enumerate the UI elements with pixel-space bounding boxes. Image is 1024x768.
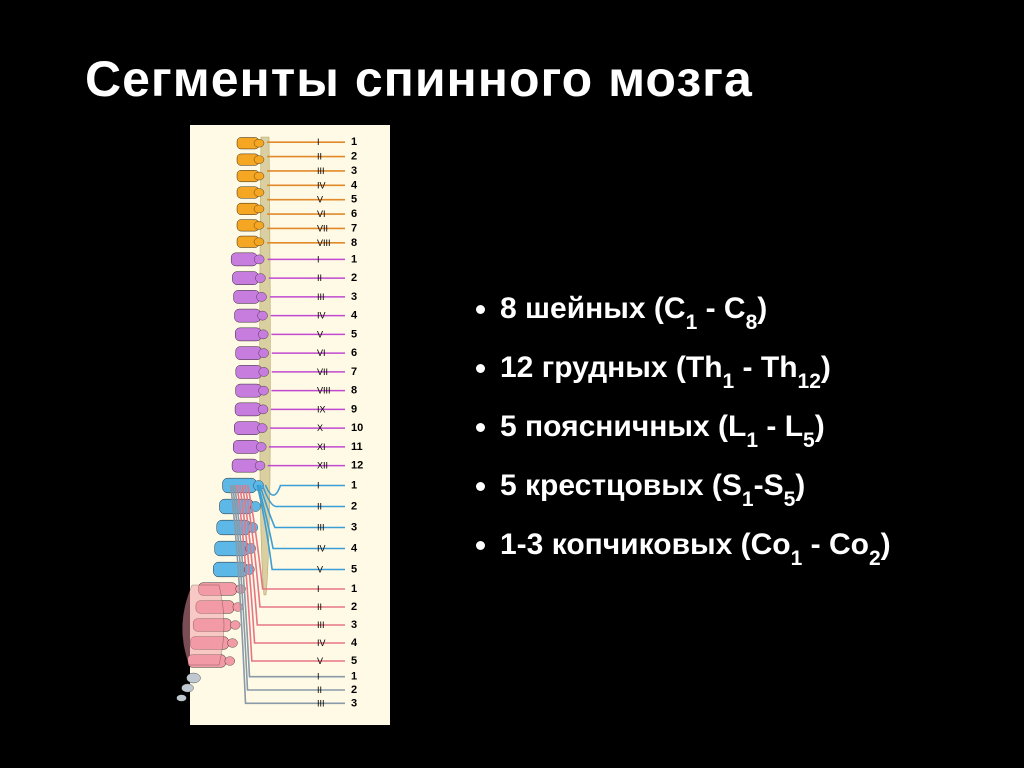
svg-text:V: V [317, 329, 323, 339]
svg-text:6: 6 [351, 347, 357, 359]
svg-text:3: 3 [351, 291, 357, 303]
svg-text:1: 1 [351, 136, 357, 148]
svg-text:6: 6 [351, 208, 357, 220]
segment-range: (C1 - C8) [654, 292, 767, 325]
svg-text:XI: XI [317, 442, 326, 452]
svg-text:III: III [317, 166, 325, 176]
svg-text:IV: IV [317, 544, 326, 554]
segment-text: 5 поясничных [500, 410, 710, 443]
segment-range: (S1-S5) [712, 469, 805, 502]
svg-text:VI: VI [317, 209, 326, 219]
svg-text:IV: IV [317, 638, 326, 648]
svg-text:IV: IV [317, 311, 326, 321]
svg-text:I: I [317, 481, 320, 491]
segment-text: 5 крестцовых [500, 469, 704, 502]
svg-text:4: 4 [351, 310, 358, 322]
svg-text:I: I [317, 584, 320, 594]
svg-text:1: 1 [351, 253, 357, 265]
segment-list-item: 1-3 копчиковых (Co1 - Co2) [500, 516, 1010, 575]
svg-text:III: III [317, 698, 325, 708]
segment-range: (L1 - L5) [718, 410, 825, 443]
svg-text:VI: VI [317, 348, 326, 358]
svg-text:III: III [317, 292, 325, 302]
svg-text:I: I [317, 137, 320, 147]
svg-text:4: 4 [351, 637, 358, 649]
svg-text:VIII: VIII [317, 386, 331, 396]
svg-text:III: III [317, 523, 325, 533]
svg-text:4: 4 [351, 543, 358, 555]
svg-text:10: 10 [351, 422, 363, 434]
svg-text:5: 5 [351, 655, 357, 667]
page-title: Сегменты спинного мозга [85, 50, 753, 108]
svg-text:XII: XII [317, 461, 328, 471]
svg-text:V: V [317, 565, 323, 575]
svg-text:2: 2 [351, 272, 357, 284]
svg-text:1: 1 [351, 583, 357, 595]
svg-text:2: 2 [351, 684, 357, 696]
segment-list-item: 5 крестцовых (S1-S5) [500, 457, 1010, 516]
spine-diagram: 1I2II3III4IV5V6VI7VII8VIII1I2II3III4IV5V… [160, 125, 420, 725]
svg-text:2: 2 [351, 601, 357, 613]
segment-text: 8 шейных [500, 292, 646, 325]
svg-text:V: V [317, 195, 323, 205]
segment-list-item: 5 поясничных (L1 - L5) [500, 398, 1010, 457]
svg-text:8: 8 [351, 385, 357, 397]
segment-range: (Th1 - Th12) [676, 351, 831, 384]
svg-text:3: 3 [351, 697, 357, 709]
svg-text:4: 4 [351, 179, 358, 191]
svg-text:12: 12 [351, 460, 363, 472]
svg-text:3: 3 [351, 165, 357, 177]
svg-text:VII: VII [317, 367, 328, 377]
svg-text:V: V [317, 656, 323, 666]
svg-text:I: I [317, 254, 320, 264]
svg-text:2: 2 [351, 501, 357, 513]
svg-text:II: II [317, 602, 322, 612]
svg-text:5: 5 [351, 564, 357, 576]
segment-text: 12 грудных [500, 351, 668, 384]
svg-text:1: 1 [351, 480, 357, 492]
svg-text:5: 5 [351, 328, 357, 340]
segment-range: (Co1 - Co2) [741, 528, 891, 561]
svg-text:7: 7 [351, 222, 357, 234]
svg-text:11: 11 [351, 441, 363, 453]
svg-text:1: 1 [351, 671, 357, 683]
svg-text:X: X [317, 423, 323, 433]
svg-text:VII: VII [317, 223, 328, 233]
svg-text:II: II [317, 685, 322, 695]
svg-text:5: 5 [351, 194, 357, 206]
svg-text:VIII: VIII [317, 238, 331, 248]
segment-text: 1-3 копчиковых [500, 528, 732, 561]
svg-text:II: II [317, 273, 322, 283]
svg-text:IV: IV [317, 180, 326, 190]
svg-text:3: 3 [351, 619, 357, 631]
svg-text:9: 9 [351, 403, 357, 415]
svg-text:I: I [317, 672, 320, 682]
svg-text:III: III [317, 620, 325, 630]
svg-text:3: 3 [351, 522, 357, 534]
svg-text:2: 2 [351, 151, 357, 163]
svg-text:II: II [317, 152, 322, 162]
segment-list-item: 8 шейных (C1 - C8) [500, 280, 1010, 339]
svg-text:IX: IX [317, 404, 326, 414]
svg-text:8: 8 [351, 237, 357, 249]
segment-list: 8 шейных (C1 - C8)12 грудных (Th1 - Th12… [470, 280, 1010, 574]
svg-text:II: II [317, 502, 322, 512]
segment-list-item: 12 грудных (Th1 - Th12) [500, 339, 1010, 398]
svg-text:7: 7 [351, 366, 357, 378]
